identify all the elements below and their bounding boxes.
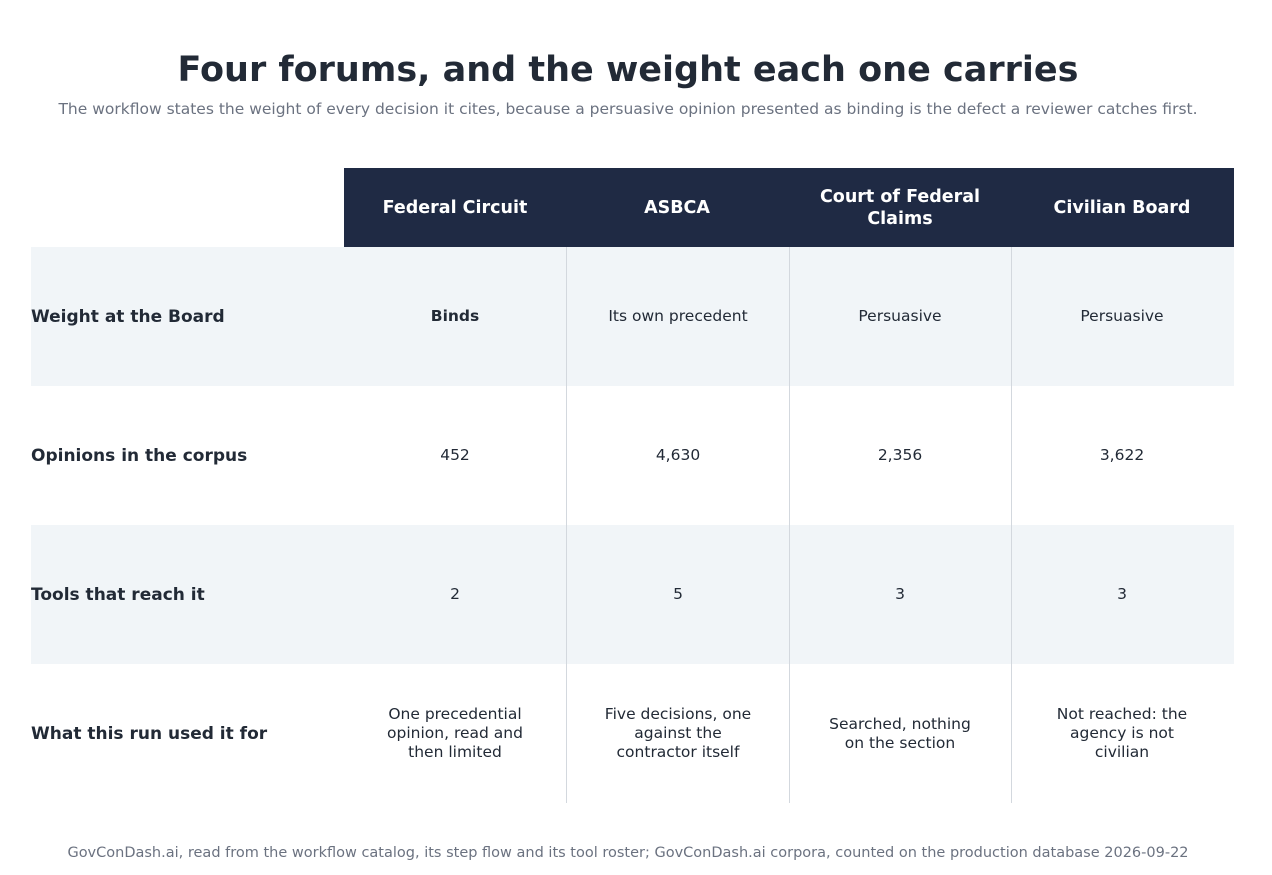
page-subtitle: The workflow states the weight of every … <box>58 100 1198 118</box>
table-cell: 3,622 <box>1099 446 1145 464</box>
table-header-row: Federal Circuit ASBCA Court of Federal C… <box>31 168 1234 247</box>
column-divider <box>566 247 567 803</box>
source-footnote: GovConDash.ai, read from the workflow ca… <box>67 845 1189 861</box>
table-cell: Binds <box>430 307 480 325</box>
table-row-opinions: Opinions in the corpus 452 4,630 2,356 3… <box>31 386 1234 525</box>
table-cell: Its own precedent <box>608 307 748 325</box>
page-title: Four forums, and the weight each one car… <box>177 50 1079 90</box>
table-cell: 2 <box>450 585 460 603</box>
table-cell: 3 <box>895 585 905 603</box>
column-header-federal-circuit: Federal Circuit <box>382 197 528 218</box>
column-header-court-of-federal-claims: Court of Federal Claims <box>819 186 981 229</box>
table-cell: Not reached: the agency is not civilian <box>1056 705 1188 761</box>
comparison-table: Federal Circuit ASBCA Court of Federal C… <box>31 168 1234 803</box>
column-header-asbca: ASBCA <box>644 197 710 218</box>
table-cell: Searched, nothing on the section <box>829 714 971 752</box>
table-cell: Persuasive <box>858 307 942 325</box>
row-label: Opinions in the corpus <box>31 445 248 466</box>
table-cell: Persuasive <box>1080 307 1164 325</box>
table-cell: 5 <box>673 585 683 603</box>
row-label: Weight at the Board <box>31 306 225 327</box>
table-row-weight: Weight at the Board Binds Its own preced… <box>31 247 1234 386</box>
column-divider <box>1011 247 1012 803</box>
column-divider <box>789 247 790 803</box>
table-cell: 2,356 <box>877 446 923 464</box>
column-header-civilian-board: Civilian Board <box>1053 197 1191 218</box>
table-row-tools: Tools that reach it 2 5 3 3 <box>31 525 1234 664</box>
table-cell: One precedential opinion, read and then … <box>387 705 523 761</box>
row-label: Tools that reach it <box>31 584 205 605</box>
table-cell: Five decisions, one against the contract… <box>604 705 752 761</box>
table-cell: 3 <box>1117 585 1127 603</box>
row-label: What this run used it for <box>31 723 268 744</box>
table-header-background <box>344 168 1234 247</box>
table-cell: 452 <box>440 446 470 464</box>
table-row-usage: What this run used it for One precedenti… <box>31 664 1234 803</box>
table-cell: 4,630 <box>655 446 701 464</box>
